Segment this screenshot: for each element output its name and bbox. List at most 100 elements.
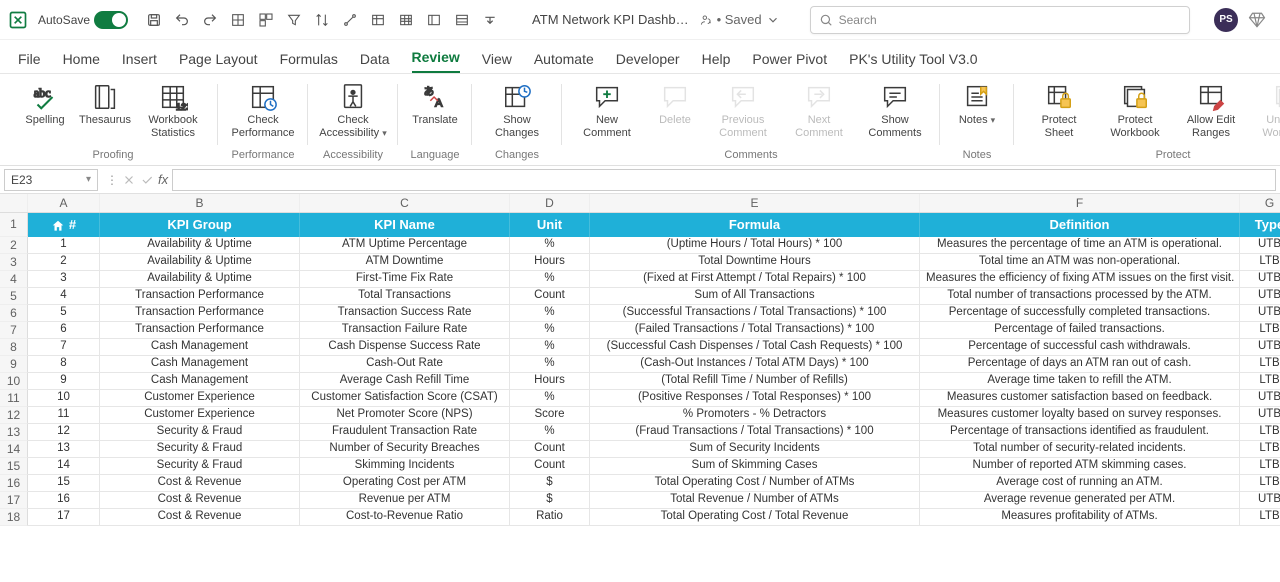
spreadsheet[interactable]: ABCDEFG 1#KPI GroupKPI NameUnitFormulaDe… [0,194,1280,526]
thesaurus-button[interactable]: Thesaurus [76,80,134,146]
data-cell[interactable]: Hours [510,254,590,271]
data-cell[interactable]: Operating Cost per ATM [300,475,510,492]
data-cell[interactable]: Measures the efficiency of fixing ATM is… [920,271,1240,288]
name-box[interactable]: E23 ▾ [4,169,98,191]
tab-automate[interactable]: Automate [534,45,594,73]
data-cell[interactable]: Cash Management [100,356,300,373]
qat-table1-icon[interactable] [366,8,390,32]
data-cell[interactable]: 8 [28,356,100,373]
data-cell[interactable]: Percentage of successful cash withdrawal… [920,339,1240,356]
tab-power-pivot[interactable]: Power Pivot [752,45,827,73]
data-cell[interactable]: % [510,305,590,322]
data-cell[interactable]: Cost-to-Revenue Ratio [300,509,510,526]
data-cell[interactable]: Sum of All Transactions [590,288,920,305]
data-cell[interactable]: % [510,322,590,339]
data-cell[interactable]: Cash Management [100,373,300,390]
data-cell[interactable]: UTB [1240,271,1280,288]
data-cell[interactable]: % Promoters - % Detractors [590,407,920,424]
tab-file[interactable]: File [18,45,41,73]
row-header-9[interactable]: 9 [0,356,28,373]
data-cell[interactable]: Percentage of failed transactions. [920,322,1240,339]
new-comment-button[interactable]: NewComment [570,80,644,146]
col-header-B[interactable]: B [100,194,300,212]
row-header-18[interactable]: 18 [0,509,28,526]
data-cell[interactable]: Measures customer satisfaction based on … [920,390,1240,407]
data-cell[interactable]: 4 [28,288,100,305]
data-cell[interactable]: Net Promoter Score (NPS) [300,407,510,424]
data-cell[interactable]: Fraudulent Transaction Rate [300,424,510,441]
qat-subtotal-icon[interactable] [450,8,474,32]
qat-overflow-icon[interactable] [478,8,502,32]
home-icon[interactable] [51,219,65,233]
formula-input[interactable] [172,169,1276,191]
row-header-6[interactable]: 6 [0,305,28,322]
data-cell[interactable]: UTB [1240,492,1280,509]
data-cell[interactable]: % [510,237,590,254]
data-cell[interactable]: $ [510,492,590,509]
data-cell[interactable]: Measures customer loyalty based on surve… [920,407,1240,424]
data-cell[interactable]: Measures the percentage of time an ATM i… [920,237,1240,254]
data-cell[interactable]: 16 [28,492,100,509]
header-cell[interactable]: KPI Name [300,213,510,237]
data-cell[interactable]: 13 [28,441,100,458]
qat-sort-icon[interactable] [310,8,334,32]
row-header-15[interactable]: 15 [0,458,28,475]
data-cell[interactable]: LTB [1240,458,1280,475]
data-cell[interactable]: 10 [28,390,100,407]
data-cell[interactable]: Average cost of running an ATM. [920,475,1240,492]
tab-view[interactable]: View [482,45,512,73]
spelling-button[interactable]: abcSpelling [16,80,74,146]
data-cell[interactable]: Average revenue generated per ATM. [920,492,1240,509]
header-cell[interactable]: # [28,213,100,237]
data-cell[interactable]: Availability & Uptime [100,271,300,288]
data-cell[interactable]: 15 [28,475,100,492]
qat-trace-icon[interactable] [338,8,362,32]
diamond-icon[interactable] [1248,11,1266,29]
data-cell[interactable]: Cost & Revenue [100,492,300,509]
data-cell[interactable]: LTB [1240,509,1280,526]
data-cell[interactable]: Security & Fraud [100,441,300,458]
qat-filter-icon[interactable] [282,8,306,32]
row-header-16[interactable]: 16 [0,475,28,492]
search-input[interactable]: Search [810,6,1190,34]
qat-grid-icon[interactable] [226,8,250,32]
data-cell[interactable]: Total number of security-related inciden… [920,441,1240,458]
qat-undo-icon[interactable] [170,8,194,32]
check-performance-button[interactable]: CheckPerformance [226,80,300,146]
row-header-5[interactable]: 5 [0,288,28,305]
data-cell[interactable]: UTB [1240,305,1280,322]
row-header-17[interactable]: 17 [0,492,28,509]
data-cell[interactable]: Availability & Uptime [100,237,300,254]
data-cell[interactable]: Ratio [510,509,590,526]
data-cell[interactable]: Score [510,407,590,424]
data-cell[interactable]: Average time taken to refill the ATM. [920,373,1240,390]
data-cell[interactable]: Customer Experience [100,390,300,407]
allow-edit-ranges-button[interactable]: Allow EditRanges [1174,80,1248,146]
data-cell[interactable]: Cost & Revenue [100,475,300,492]
data-cell[interactable]: Total Revenue / Number of ATMs [590,492,920,509]
tab-insert[interactable]: Insert [122,45,157,73]
tab-help[interactable]: Help [702,45,731,73]
data-cell[interactable]: (Fixed at First Attempt / Total Repairs)… [590,271,920,288]
data-cell[interactable]: 9 [28,373,100,390]
notes-button[interactable]: Notes ▾ [948,80,1006,146]
data-cell[interactable]: Skimming Incidents [300,458,510,475]
data-cell[interactable]: Measures profitability of ATMs. [920,509,1240,526]
data-cell[interactable]: Cash Management [100,339,300,356]
data-cell[interactable]: 1 [28,237,100,254]
data-cell[interactable]: 11 [28,407,100,424]
protect-workbook-button[interactable]: ProtectWorkbook [1098,80,1172,146]
row-header-7[interactable]: 7 [0,322,28,339]
data-cell[interactable]: Percentage of days an ATM ran out of cas… [920,356,1240,373]
saved-indicator[interactable]: • Saved [699,12,780,27]
data-cell[interactable]: 7 [28,339,100,356]
data-cell[interactable]: Revenue per ATM [300,492,510,509]
data-cell[interactable]: Number of Security Breaches [300,441,510,458]
data-cell[interactable]: (Uptime Hours / Total Hours) * 100 [590,237,920,254]
data-cell[interactable]: LTB [1240,441,1280,458]
data-cell[interactable]: 17 [28,509,100,526]
data-cell[interactable]: 2 [28,254,100,271]
avatar[interactable]: PS [1214,8,1238,32]
qat-table2-icon[interactable] [394,8,418,32]
row-header-8[interactable]: 8 [0,339,28,356]
